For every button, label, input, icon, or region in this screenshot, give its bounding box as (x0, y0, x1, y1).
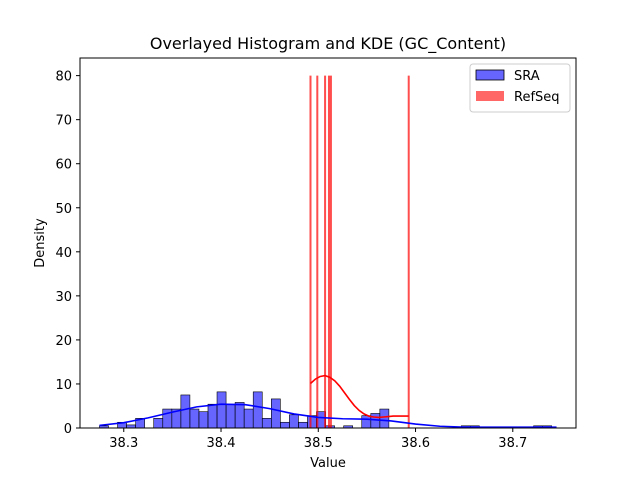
sra-bar (361, 415, 372, 429)
legend-refseq-label: RefSeq (514, 90, 560, 105)
sra-bar (189, 408, 200, 429)
sra-bar (153, 418, 164, 429)
sra-bar (252, 391, 263, 429)
refseq-lines (309, 75, 410, 428)
kde-curves (99, 374, 557, 428)
sra-bar (243, 408, 254, 429)
x-tick-label: 38.7 (498, 436, 527, 451)
refseq-bar (324, 75, 327, 428)
refseq-bar (327, 75, 330, 428)
legend: SRA RefSeq (469, 63, 571, 113)
sra-bar (289, 414, 299, 429)
legend-refseq-swatch (476, 91, 504, 101)
sra-bar (271, 398, 281, 429)
y-tick-label: 0 (64, 422, 72, 437)
refseq-bar (407, 75, 410, 428)
sra-bar (225, 403, 236, 429)
y-tick-label: 50 (55, 202, 72, 217)
legend-sra-label: SRA (514, 69, 540, 84)
y-tick-label: 70 (55, 114, 72, 129)
sra-bar (198, 411, 209, 429)
sra-bar (207, 403, 218, 429)
y-tick-label: 20 (55, 334, 72, 349)
sra-bar (216, 391, 227, 429)
x-tick-label: 38.3 (109, 436, 138, 451)
x-tick-label: 38.6 (401, 436, 430, 451)
sra-bar (180, 394, 191, 429)
x-axis-label: Value (310, 456, 346, 471)
refseq-kde-line (309, 374, 409, 419)
sra-kde-line (99, 403, 557, 428)
y-tick-label: 40 (55, 246, 72, 261)
sra-bar (298, 421, 308, 429)
y-ticks: 0 10 20 30 40 50 60 70 80 (55, 70, 80, 437)
sra-bar (379, 408, 390, 429)
plot-area (99, 75, 557, 429)
x-tick-label: 38.5 (304, 436, 333, 451)
chart-title: Overlayed Histogram and KDE (GC_Content) (150, 34, 506, 54)
axes-frame (79, 57, 577, 429)
y-tick-label: 10 (55, 378, 72, 393)
y-tick-label: 60 (55, 158, 72, 173)
sra-bar (280, 421, 290, 429)
legend-sra-swatch (475, 69, 505, 81)
x-tick-label: 38.4 (207, 436, 236, 451)
sra-bar (234, 402, 245, 429)
y-axis-label: Density (33, 218, 48, 268)
refseq-bar (329, 75, 332, 428)
refseq-bar (316, 75, 319, 428)
y-tick-label: 80 (55, 70, 72, 85)
sra-bar (261, 418, 272, 429)
refseq-bar (309, 75, 312, 428)
x-ticks: 38.3 38.4 38.5 38.6 38.7 (109, 428, 527, 451)
y-tick-label: 30 (55, 290, 72, 305)
